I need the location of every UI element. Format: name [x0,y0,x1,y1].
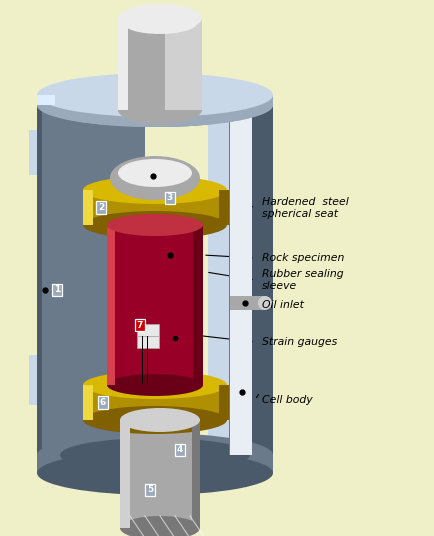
Ellipse shape [37,433,273,477]
Ellipse shape [120,516,200,536]
Ellipse shape [37,451,273,495]
Ellipse shape [60,87,250,123]
Polygon shape [120,420,130,528]
Polygon shape [37,105,42,455]
Text: Hardened  steel
spherical seat: Hardened steel spherical seat [261,197,348,219]
Ellipse shape [118,4,201,32]
Text: 7: 7 [137,321,143,330]
Polygon shape [83,190,93,225]
Polygon shape [37,105,60,455]
Ellipse shape [107,214,203,236]
Text: 5: 5 [147,486,153,495]
Polygon shape [230,105,251,455]
Polygon shape [120,420,200,528]
Ellipse shape [118,159,191,187]
Polygon shape [107,225,115,385]
Ellipse shape [60,438,250,472]
Ellipse shape [123,12,197,34]
Ellipse shape [83,371,227,399]
Polygon shape [164,18,201,110]
Polygon shape [137,324,159,336]
Ellipse shape [37,83,273,127]
Polygon shape [228,105,230,455]
Ellipse shape [83,406,227,434]
Polygon shape [118,18,201,110]
Polygon shape [230,105,273,455]
Text: 6: 6 [100,398,106,407]
Text: Oil inlet: Oil inlet [261,300,303,310]
Polygon shape [145,170,164,190]
Polygon shape [107,225,203,385]
Ellipse shape [83,176,227,204]
Text: 1: 1 [54,286,60,294]
Polygon shape [193,225,203,385]
Polygon shape [29,130,37,175]
Polygon shape [83,385,227,420]
Polygon shape [37,95,55,105]
Text: Rock specimen: Rock specimen [261,253,344,263]
Text: 3: 3 [167,193,173,203]
Polygon shape [37,455,273,473]
Text: 2: 2 [98,203,104,212]
Polygon shape [218,385,228,420]
Ellipse shape [120,408,200,432]
Polygon shape [83,190,227,225]
Ellipse shape [37,83,273,127]
Polygon shape [191,420,200,528]
Text: Strain gauges: Strain gauges [261,337,336,347]
Text: Rubber sealing
sleeve: Rubber sealing sleeve [261,269,343,291]
Polygon shape [118,18,128,110]
Polygon shape [37,95,273,105]
Polygon shape [137,336,159,348]
Polygon shape [230,296,264,310]
Ellipse shape [107,374,203,396]
Ellipse shape [110,156,200,200]
Polygon shape [29,355,37,405]
Ellipse shape [118,96,201,124]
Ellipse shape [145,186,164,194]
Ellipse shape [257,296,271,310]
Ellipse shape [145,166,164,174]
Text: Cell body: Cell body [261,395,312,405]
Ellipse shape [37,83,273,127]
Polygon shape [83,385,93,420]
Ellipse shape [60,88,250,122]
Polygon shape [218,190,228,225]
Ellipse shape [83,211,227,239]
Polygon shape [191,18,201,110]
Polygon shape [37,105,145,455]
Text: 4: 4 [176,445,183,455]
Polygon shape [207,105,230,455]
Ellipse shape [37,73,273,117]
